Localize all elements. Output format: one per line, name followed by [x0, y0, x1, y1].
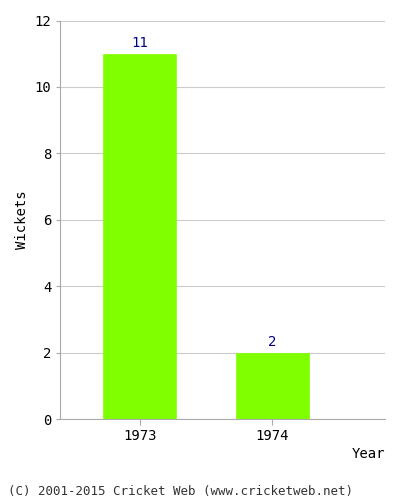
- Bar: [104, 54, 176, 419]
- Text: (C) 2001-2015 Cricket Web (www.cricketweb.net): (C) 2001-2015 Cricket Web (www.cricketwe…: [8, 484, 353, 498]
- Bar: [236, 352, 309, 419]
- Text: 11: 11: [132, 36, 148, 51]
- Text: 2: 2: [268, 336, 276, 349]
- Y-axis label: Wickets: Wickets: [15, 190, 29, 249]
- X-axis label: Year: Year: [352, 447, 385, 461]
